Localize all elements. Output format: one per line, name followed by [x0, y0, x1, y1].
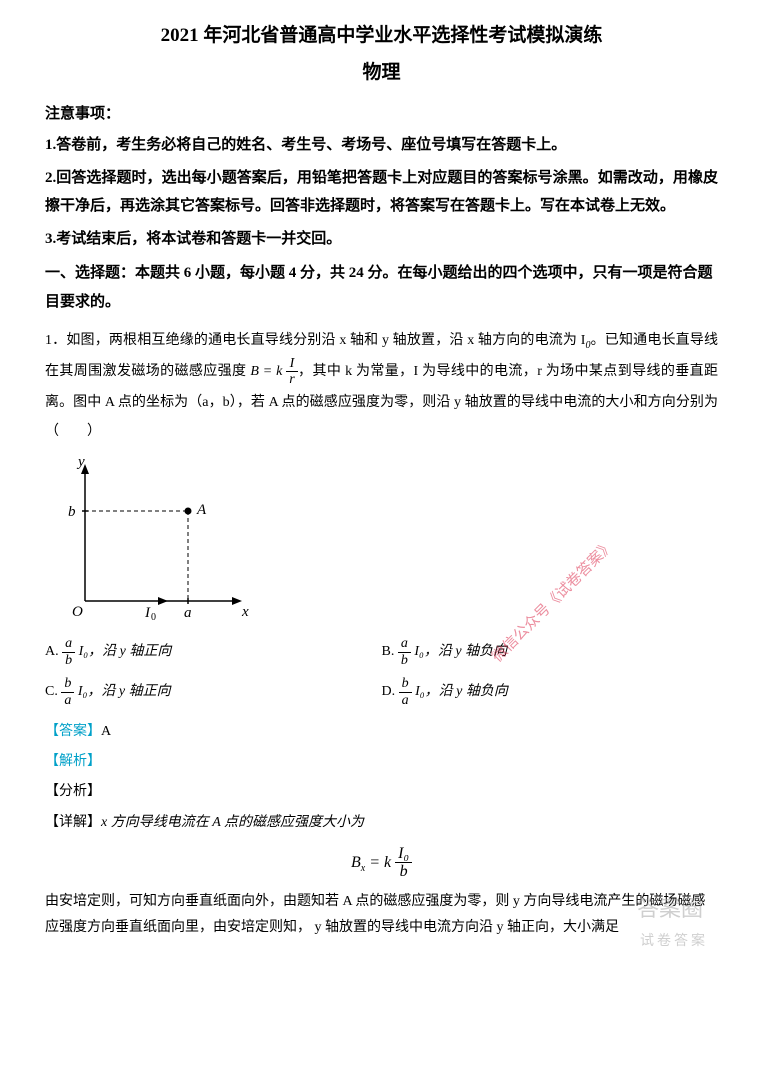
- answer-block: 【答案】A: [45, 720, 718, 740]
- label-b: b: [68, 504, 76, 520]
- notice-item-3: 3.考试结束后，将本试卷和答题卡一并交回。: [45, 225, 718, 254]
- answer-label: 【答案】: [45, 724, 101, 739]
- option-A-label: A.: [45, 644, 59, 659]
- conclusion-text: 由安培定则，可知方向垂直纸面向外，由题知若 A 点的磁感应强度为零，则 y 方向…: [45, 889, 718, 942]
- label-O: O: [72, 604, 83, 620]
- formula-Bx-eq: = k: [365, 853, 391, 870]
- label-I0: I: [144, 605, 151, 621]
- option-A-suffix: I₀，沿 y 轴正向: [79, 644, 172, 659]
- exam-title-main: 2021 年河北省普通高中学业水平选择性考试模拟演练: [45, 20, 718, 47]
- sub-label: 【分析】: [45, 780, 718, 800]
- option-C: C. b a I₀，沿 y 轴正向: [45, 676, 382, 708]
- detail-text: x 方向导线电流在 A 点的磁感应强度大小为: [101, 815, 364, 830]
- section-1-header: 一、选择题：本题共 6 小题，每小题 4 分，共 24 分。在每小题给出的四个选…: [45, 259, 718, 316]
- answer-value: A: [101, 724, 111, 739]
- option-D: D. b a I₀，沿 y 轴负向: [382, 676, 719, 708]
- option-D-suffix: I₀，沿 y 轴负向: [415, 684, 508, 699]
- label-x: x: [241, 604, 249, 620]
- options-row-1: A. a b I₀，沿 y 轴正向 B. a b I₀，沿 y 轴负向: [45, 636, 718, 668]
- coordinate-diagram: O y x b I 0 a A: [50, 456, 250, 621]
- option-B: B. a b I₀，沿 y 轴负向: [382, 636, 719, 668]
- option-D-frac: b a: [399, 676, 412, 708]
- formula-Bx: Bx = k I₀ b: [45, 845, 718, 881]
- q1-number: 1．: [45, 333, 66, 348]
- analysis-label: 【解析】: [45, 750, 718, 770]
- option-B-label: B.: [382, 644, 395, 659]
- question-1-figure: O y x b I 0 a A: [50, 456, 718, 626]
- detail-block: 【详解】x 方向导线电流在 A 点的磁感应强度大小为: [45, 810, 718, 837]
- frac-num: I: [286, 356, 297, 372]
- notice-header: 注意事项：: [45, 102, 718, 123]
- option-D-label: D.: [382, 684, 396, 699]
- notice-item-1: 1.答卷前，考生务必将自己的姓名、考生号、考场号、座位号填写在答题卡上。: [45, 131, 718, 160]
- notice-item-2: 2.回答选择题时，选出每小题答案后，用铅笔把答题卡上对应题目的答案标号涂黑。如需…: [45, 164, 718, 221]
- label-y: y: [76, 456, 85, 470]
- frac-den: r: [286, 372, 297, 387]
- option-B-suffix: I₀，沿 y 轴负向: [414, 644, 507, 659]
- label-a: a: [184, 605, 192, 621]
- option-C-frac: b a: [61, 676, 74, 708]
- formula-B: B = k: [250, 364, 282, 379]
- option-C-label: C.: [45, 684, 58, 699]
- option-C-suffix: I₀，沿 y 轴正向: [78, 684, 171, 699]
- formula-fraction: I r: [286, 356, 297, 388]
- label-A: A: [196, 502, 207, 518]
- option-A: A. a b I₀，沿 y 轴正向: [45, 636, 382, 668]
- options-row-2: C. b a I₀，沿 y 轴正向 D. b a I₀，沿 y 轴负向: [45, 676, 718, 708]
- question-1-text: 1．如图，两根相互绝缘的通电长直导线分别沿 x 轴和 y 轴放置，沿 x 轴方向…: [45, 326, 718, 446]
- option-B-frac: a b: [398, 636, 411, 668]
- formula-Bx-B: B: [351, 853, 361, 870]
- option-A-frac: a b: [62, 636, 75, 668]
- formula-Bx-frac: I₀ b: [395, 845, 412, 881]
- label-I0-sub: 0: [151, 612, 156, 621]
- q1-part1: 如图，两根相互绝缘的通电长直导线分别沿 x 轴和 y 轴放置，沿 x 轴方向的电…: [66, 333, 585, 348]
- exam-title-subject: 物理: [45, 57, 718, 84]
- detail-label: 【详解】: [45, 815, 101, 830]
